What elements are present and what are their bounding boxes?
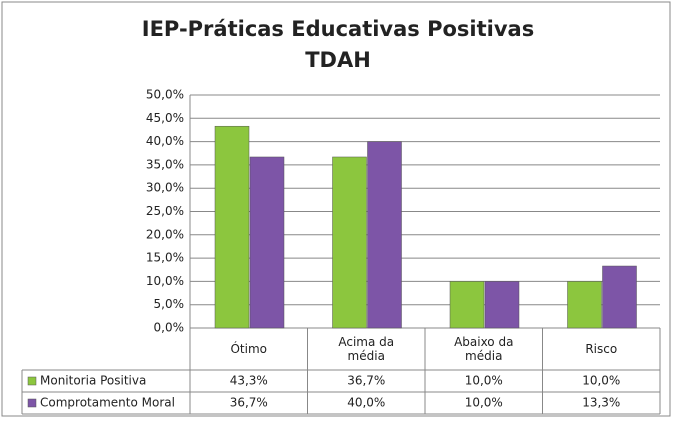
x-tick-label: Ótimo (230, 342, 267, 356)
bar (367, 141, 402, 329)
bar (567, 281, 602, 329)
y-tick-label: 0,0% (154, 321, 185, 335)
value-label: 36,7% (230, 396, 268, 410)
x-tick-label: Risco (585, 342, 618, 356)
bar (249, 156, 285, 329)
y-tick-label: 40,0% (146, 134, 184, 148)
y-tick-label: 35,0% (146, 157, 184, 171)
bar (484, 281, 520, 329)
value-label: 43,3% (230, 374, 268, 388)
bar (214, 125, 250, 329)
value-label: 13,3% (582, 396, 620, 410)
chart-subtitle: TDAH (305, 48, 371, 72)
bar (332, 156, 367, 329)
value-label: 10,0% (465, 396, 503, 410)
legend-swatch (27, 398, 37, 408)
y-tick-label: 10,0% (146, 274, 184, 288)
legend-label: Comprotamento Moral (40, 396, 175, 410)
legend-swatch (27, 376, 37, 386)
value-label: 36,7% (347, 374, 385, 388)
chart-title: IEP-Práticas Educativas Positivas (142, 17, 534, 41)
bar (449, 281, 485, 329)
y-tick-label: 15,0% (146, 251, 184, 265)
y-tick-label: 25,0% (146, 204, 184, 218)
y-tick-label: 50,0% (146, 88, 184, 102)
value-label: 40,0% (347, 396, 385, 410)
value-label: 10,0% (582, 374, 620, 388)
value-label: 10,0% (465, 374, 503, 388)
y-tick-label: 45,0% (146, 111, 184, 125)
x-tick-label: Acima da média (338, 335, 395, 363)
x-tick-label: Abaixo da média (454, 335, 514, 363)
y-tick-label: 5,0% (154, 297, 185, 311)
y-tick-label: 30,0% (146, 181, 184, 195)
legend-label: Monitoria Positiva (40, 374, 146, 388)
y-tick-label: 20,0% (146, 227, 184, 241)
bar (602, 265, 637, 329)
